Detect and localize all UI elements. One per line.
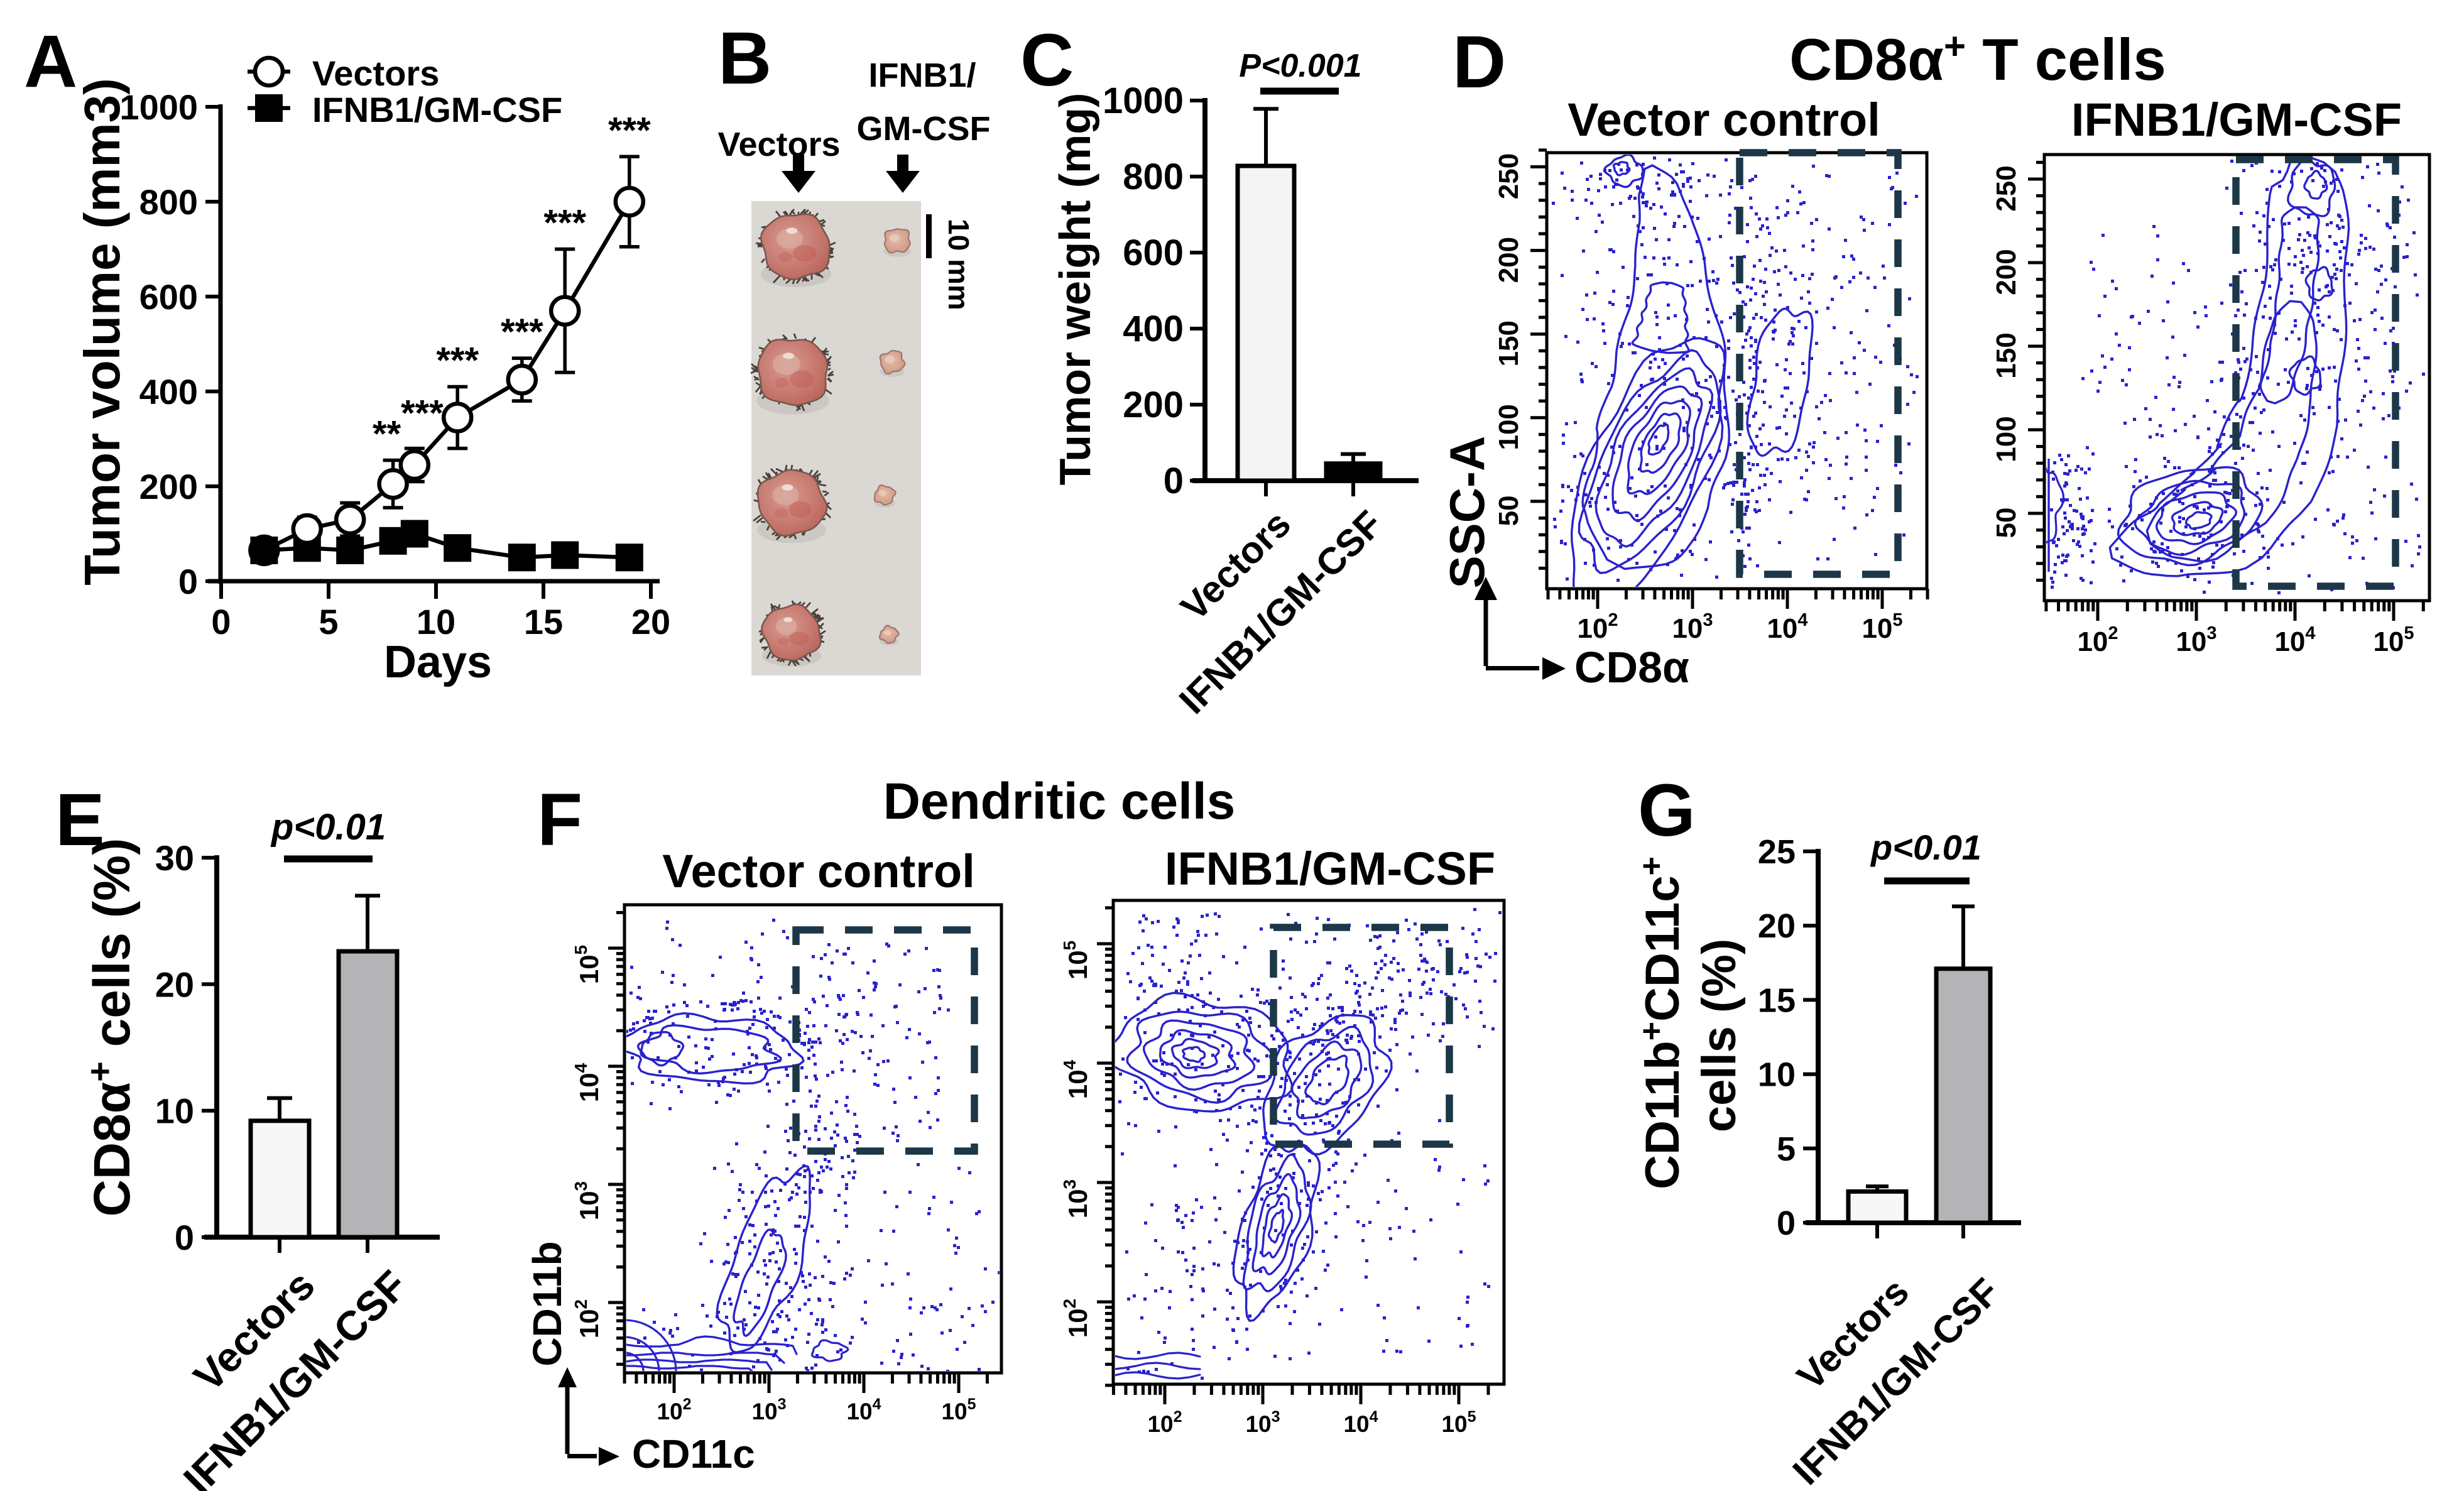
svg-text:100: 100 [1493, 404, 1524, 450]
svg-text:15: 15 [524, 602, 563, 642]
svg-text:105: 105 [1862, 610, 1902, 644]
svg-text:1000: 1000 [1103, 80, 1184, 121]
svg-text:600: 600 [139, 277, 198, 317]
svg-text:CD8α: CD8α [1574, 643, 1689, 692]
svg-text:10: 10 [155, 1091, 194, 1131]
svg-text:P<0.001: P<0.001 [1239, 48, 1361, 84]
svg-text:20: 20 [631, 602, 670, 642]
svg-text:105: 105 [1060, 941, 1093, 980]
svg-text:800: 800 [139, 182, 198, 222]
svg-text:105: 105 [941, 1395, 976, 1424]
svg-text:Vector control: Vector control [662, 845, 975, 897]
svg-text:IFNB1/GM-CSF: IFNB1/GM-CSF [312, 90, 562, 129]
svg-text:10: 10 [1758, 1056, 1796, 1094]
svg-text:104: 104 [2274, 623, 2315, 657]
svg-text:50: 50 [1991, 508, 2022, 538]
svg-text:102: 102 [2077, 623, 2118, 657]
svg-text:103: 103 [1060, 1179, 1093, 1218]
svg-text:104: 104 [1343, 1408, 1378, 1437]
svg-text:Vector control: Vector control [1567, 94, 1880, 146]
svg-text:15: 15 [1758, 981, 1796, 1019]
svg-text:20: 20 [155, 964, 194, 1004]
svg-text:5: 5 [319, 602, 338, 642]
svg-text:400: 400 [139, 372, 198, 412]
svg-text:100: 100 [1991, 416, 2022, 462]
svg-text:CD8α+ T cells: CD8α+ T cells [1789, 25, 2166, 92]
svg-text:***: *** [543, 203, 586, 244]
svg-text:600: 600 [1123, 232, 1184, 273]
svg-text:105: 105 [571, 945, 604, 984]
svg-text:**: ** [373, 413, 401, 454]
svg-text:Days: Days [384, 637, 492, 687]
svg-text:150: 150 [1493, 320, 1524, 366]
svg-text:A: A [24, 20, 77, 103]
svg-text:50: 50 [1493, 495, 1524, 526]
svg-text:Dendritic cells: Dendritic cells [883, 773, 1236, 830]
svg-text:102: 102 [657, 1395, 691, 1424]
svg-text:200: 200 [1991, 249, 2022, 295]
svg-text:102: 102 [1060, 1299, 1093, 1338]
svg-text:0: 0 [175, 1218, 194, 1257]
svg-text:Vectors: Vectors [312, 53, 439, 93]
svg-text:CD11c: CD11c [632, 1431, 755, 1477]
svg-text:103: 103 [751, 1395, 786, 1424]
svg-text:Vectors: Vectors [717, 126, 840, 163]
svg-text:Tumor weight (mg): Tumor weight (mg) [1050, 93, 1099, 486]
svg-text:10: 10 [417, 602, 455, 642]
svg-text:105: 105 [1441, 1408, 1476, 1437]
svg-text:0: 0 [1777, 1204, 1796, 1242]
svg-text:103: 103 [2176, 623, 2216, 657]
svg-text:cells (%): cells (%) [1693, 939, 1746, 1132]
svg-text:200: 200 [139, 467, 198, 506]
svg-text:IFNB1/GM-CSF: IFNB1/GM-CSF [1165, 843, 1495, 895]
svg-text:102: 102 [571, 1299, 604, 1338]
svg-text:104: 104 [846, 1395, 881, 1424]
svg-text:104: 104 [1767, 610, 1807, 644]
svg-text:105: 105 [2373, 623, 2414, 657]
svg-text:***: *** [501, 312, 543, 352]
svg-text:***: *** [608, 110, 651, 151]
svg-text:GM-CSF: GM-CSF [857, 110, 991, 148]
svg-text:E: E [55, 778, 105, 861]
svg-text:D: D [1453, 21, 1506, 104]
svg-text:IFNB1/GM-CSF: IFNB1/GM-CSF [2071, 94, 2402, 146]
svg-text:p<0.01: p<0.01 [270, 807, 386, 848]
svg-text:20: 20 [1758, 907, 1796, 945]
svg-text:0: 0 [178, 562, 198, 601]
svg-text:CD8α+ cells (%): CD8α+ cells (%) [80, 838, 141, 1217]
svg-text:F: F [537, 778, 582, 861]
svg-text:104: 104 [1060, 1059, 1093, 1099]
svg-text:102: 102 [1577, 610, 1618, 644]
svg-text:Tumor volume (mm3): Tumor volume (mm3) [74, 78, 130, 586]
svg-text:200: 200 [1493, 237, 1524, 283]
svg-text:250: 250 [1493, 153, 1524, 199]
svg-text:5: 5 [1777, 1130, 1796, 1168]
svg-text:***: *** [436, 340, 479, 381]
svg-text:250: 250 [1991, 165, 2022, 211]
svg-text:CD11b: CD11b [525, 1241, 570, 1366]
svg-text:10 mm: 10 mm [942, 219, 975, 310]
svg-text:104: 104 [571, 1062, 604, 1102]
svg-text:103: 103 [571, 1181, 604, 1220]
svg-text:CD11b+CD11c+: CD11b+CD11c+ [1633, 856, 1689, 1189]
svg-text:G: G [1638, 769, 1696, 852]
svg-text:p<0.01: p<0.01 [1870, 827, 1982, 867]
svg-text:103: 103 [1245, 1408, 1280, 1437]
svg-text:800: 800 [1123, 156, 1184, 197]
svg-text:102: 102 [1147, 1408, 1182, 1437]
svg-text:150: 150 [1991, 332, 2022, 378]
svg-text:B: B [718, 17, 771, 100]
svg-text:30: 30 [155, 838, 194, 878]
svg-text:1000: 1000 [119, 87, 198, 127]
svg-text:200: 200 [1123, 385, 1184, 425]
svg-text:0: 0 [1164, 461, 1184, 501]
svg-text:103: 103 [1672, 610, 1713, 644]
svg-text:C: C [1020, 19, 1074, 102]
svg-text:SSC-A: SSC-A [1439, 436, 1495, 589]
svg-text:25: 25 [1758, 833, 1796, 871]
svg-text:400: 400 [1123, 309, 1184, 349]
svg-text:IFNB1/: IFNB1/ [868, 57, 976, 94]
svg-text:***: *** [401, 393, 444, 434]
svg-text:0: 0 [211, 602, 231, 642]
